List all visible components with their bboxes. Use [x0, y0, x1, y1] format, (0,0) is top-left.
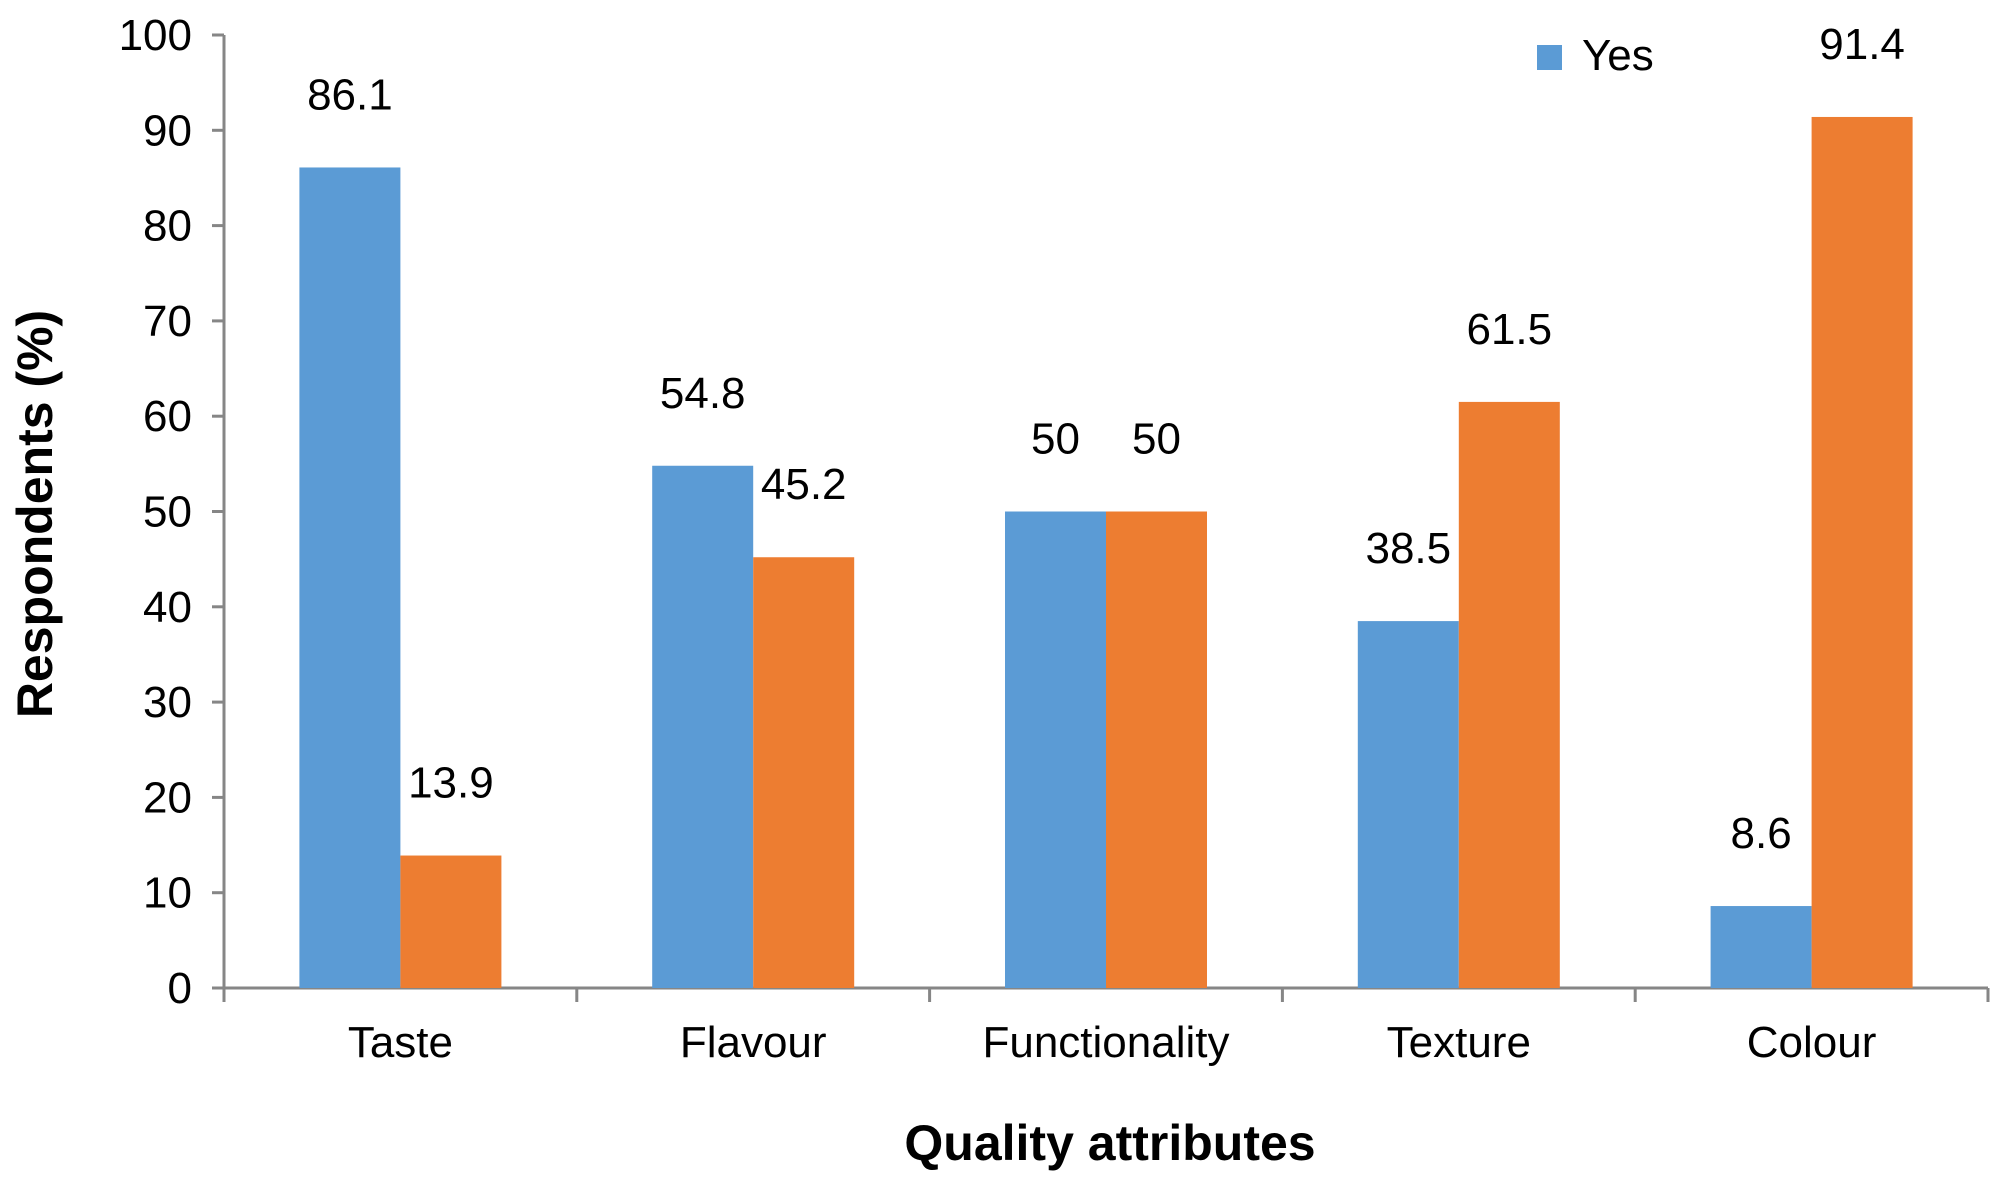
- bar: [1710, 906, 1812, 988]
- bar: [1458, 401, 1560, 988]
- bar: [652, 465, 754, 989]
- data-label: 91.4: [1819, 20, 1905, 69]
- data-label: 54.8: [660, 369, 746, 418]
- y-tick-label: 30: [143, 678, 192, 727]
- y-tick-label: 20: [143, 773, 192, 822]
- y-axis-title: Respondents (%): [7, 310, 63, 718]
- bar: [1811, 116, 1913, 988]
- y-tick-label: 60: [143, 392, 192, 441]
- y-tick-label: 0: [168, 964, 192, 1013]
- y-tick-label: 80: [143, 202, 192, 251]
- y-tick-label: 90: [143, 106, 192, 155]
- y-tick-label: 70: [143, 297, 192, 346]
- legend-label: Yes: [1582, 31, 1654, 80]
- data-label: 50: [1031, 415, 1080, 464]
- x-tick-label: Taste: [348, 1018, 453, 1067]
- bar: [753, 557, 855, 988]
- data-labels: 86.1 13.9 54.8 45.2 50 50 38.5 61.5 8.6 91.4: [307, 20, 1905, 858]
- bar: [299, 167, 401, 989]
- y-tick-label: 50: [143, 488, 192, 537]
- bar: [1005, 511, 1106, 988]
- y-tick-label: 100: [119, 11, 192, 60]
- x-axis-title: Quality attributes: [904, 1115, 1315, 1171]
- axes: 0 10 20 30 40 50 60 70 80 90 100 Taste Flavour Functi…: [119, 11, 1990, 1067]
- legend: Yes: [1537, 31, 1654, 80]
- y-tick-label: 10: [143, 869, 192, 918]
- x-tick-label: Colour: [1747, 1018, 1877, 1067]
- bar: [1357, 621, 1459, 988]
- bars: [299, 116, 1913, 989]
- x-tick-label: Flavour: [680, 1018, 827, 1067]
- data-label: 13.9: [408, 759, 494, 808]
- data-label: 45.2: [761, 460, 847, 509]
- data-label: 50: [1132, 415, 1181, 464]
- x-tick-label: Functionality: [982, 1018, 1229, 1067]
- data-label: 38.5: [1365, 524, 1451, 573]
- data-label: 61.5: [1466, 305, 1552, 354]
- bar: [1106, 511, 1207, 988]
- y-tick-label: 40: [143, 583, 192, 632]
- data-label: 86.1: [307, 70, 393, 119]
- data-label: 8.6: [1731, 809, 1792, 858]
- bar: [400, 855, 502, 988]
- legend-swatch: [1537, 45, 1562, 70]
- x-tick-label: Texture: [1387, 1018, 1531, 1067]
